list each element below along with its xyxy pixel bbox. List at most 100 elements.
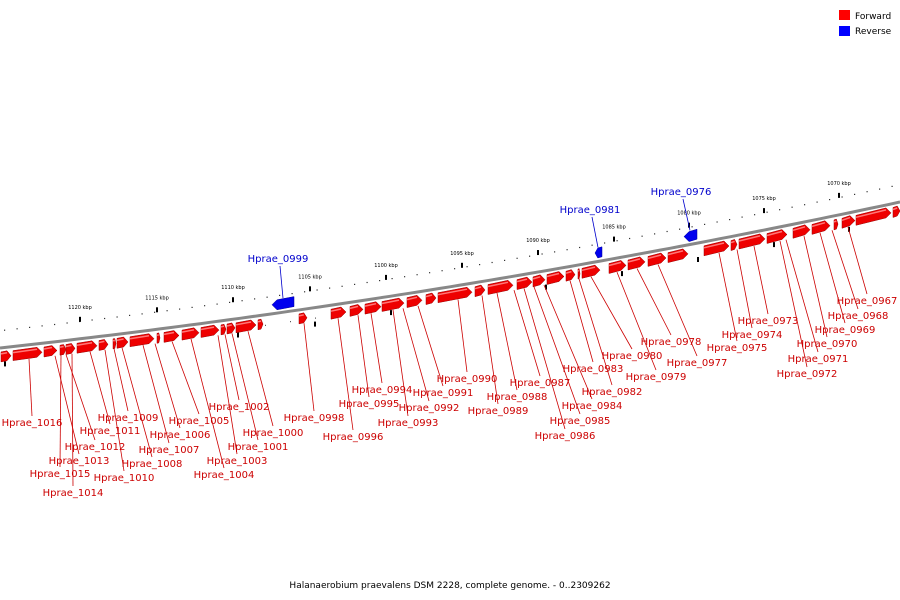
gene-leader-line	[591, 216, 599, 248]
ruler-dot	[216, 303, 218, 305]
ruler-dot	[204, 305, 206, 307]
ruler-tick	[537, 250, 539, 256]
forward-gene-highlight	[200, 326, 215, 331]
gene-leader-line	[171, 341, 200, 415]
gene-leader-line	[59, 355, 62, 468]
forward-gene-label: Hprae_1009	[98, 413, 159, 424]
ruler-tick-label: 1110 kbp	[221, 285, 245, 291]
forward-gene-label: Hprae_0986	[535, 431, 596, 442]
forward-gene-highlight	[437, 288, 468, 296]
ruler-dot	[854, 193, 856, 195]
gene-leader-line	[154, 343, 181, 429]
forward-gene-label: Hprae_1011	[80, 426, 141, 437]
ruler-dot	[579, 246, 581, 249]
gene-arrows	[0, 205, 900, 363]
forward-gene-label: Hprae_1015	[30, 469, 91, 480]
forward-gene-label: Hprae_0991	[413, 388, 474, 399]
ruler-tick	[385, 274, 387, 280]
forward-gene-label: Hprae_0995	[339, 399, 400, 410]
gene-leader-line	[785, 239, 819, 353]
gene-leader-line	[753, 246, 769, 315]
ruler-tick	[763, 208, 765, 214]
legend-reverse-swatch	[839, 26, 850, 36]
forward-gene-highlight	[129, 334, 150, 340]
forward-gene-label: Hprae_0984	[562, 401, 623, 412]
ruler-dot	[541, 253, 543, 255]
forward-gene-highlight	[811, 221, 826, 228]
ruler-dot	[116, 316, 118, 318]
forward-gene-label: Hprae_0969	[815, 325, 876, 336]
forward-gene-label: Hprae_0983	[563, 364, 624, 375]
forward-gene-highlight	[532, 276, 541, 280]
ruler-dot	[641, 235, 643, 237]
forward-gene-label: Hprae_0974	[722, 330, 783, 341]
ruler-tick	[461, 262, 463, 268]
ruler-dot	[466, 266, 468, 268]
gene-leader-line	[569, 280, 594, 363]
forward-gene-label: Hprae_0993	[378, 418, 439, 429]
ruler-dots	[4, 185, 893, 331]
forward-gene-highlight	[98, 340, 105, 344]
forward-gene-highlight	[627, 258, 641, 263]
forward-gene-arrow	[129, 333, 155, 347]
forward-gene-highlight	[516, 278, 528, 283]
forward-gene-label: Hprae_1007	[139, 445, 200, 456]
forward-gene-arrow	[608, 260, 627, 274]
ruler-dot	[329, 287, 331, 289]
forward-gene-arrow	[437, 286, 473, 304]
ruler-dot	[29, 326, 31, 328]
ruler-tick	[232, 297, 234, 303]
ruler-dot	[241, 300, 243, 302]
gene-leader-line	[65, 354, 96, 441]
gene-leader-line	[71, 353, 74, 487]
gene-leader-line	[370, 313, 383, 384]
gene-leader-line	[578, 278, 613, 386]
ruler-dot	[91, 319, 93, 321]
ruler-dot	[179, 308, 181, 310]
leader-lines	[28, 198, 868, 487]
forward-gene-highlight	[703, 242, 725, 249]
gene-leader-line	[543, 284, 593, 400]
ruler-dot	[479, 264, 481, 266]
forward-gene-label: Hprae_0980	[602, 351, 663, 362]
gene-leader-line	[217, 335, 238, 455]
ruler-tick-label: 1100 kbp	[374, 263, 398, 269]
ruler-dot	[616, 240, 618, 242]
ruler-dot	[666, 230, 668, 233]
forward-gene-arrow	[627, 256, 646, 271]
legend-forward-label: Forward	[855, 12, 891, 22]
forward-gene-label: Hprae_0971	[788, 354, 849, 365]
ruler-dot	[491, 261, 493, 264]
gene-leader-line	[417, 305, 444, 387]
forward-gene-label: Hprae_1008	[122, 459, 183, 470]
ruler-tick-label: 1120 kbp	[68, 305, 92, 311]
ruler-dot	[16, 328, 18, 330]
forward-gene-label: Hprae_0987	[510, 378, 571, 389]
forward-gene-label: Hprae_1002	[209, 402, 270, 413]
forward-gene-arrow	[200, 324, 220, 338]
ruler-dot	[104, 317, 106, 320]
forward-gene-highlight	[474, 286, 482, 290]
ruler-dot	[166, 310, 168, 312]
ruler-tick	[4, 361, 6, 367]
forward-gene-arrow	[12, 347, 43, 361]
forward-gene-highlight	[76, 342, 93, 346]
forward-gene-arrow	[647, 252, 667, 267]
forward-gene-label: Hprae_1016	[2, 418, 63, 429]
forward-gene-highlight	[792, 226, 806, 232]
ruler-dot	[129, 314, 131, 316]
forward-gene-label: Hprae_1004	[194, 470, 255, 481]
gene-leader-line	[28, 358, 33, 417]
forward-gene-arrow	[76, 340, 98, 354]
ruler-dot	[566, 249, 568, 251]
ruler-dot	[741, 216, 743, 218]
ruler-dot	[779, 209, 781, 211]
forward-gene-highlight	[12, 348, 38, 354]
forward-gene-label: Hprae_0979	[626, 372, 687, 383]
map-caption: Halanaerobium praevalens DSM 2228, compl…	[289, 581, 610, 591]
forward-gene-label: Hprae_1001	[228, 442, 289, 453]
gene-leader-line	[121, 347, 153, 458]
gene-leader-line	[616, 271, 657, 371]
forward-gene-highlight	[892, 207, 898, 211]
